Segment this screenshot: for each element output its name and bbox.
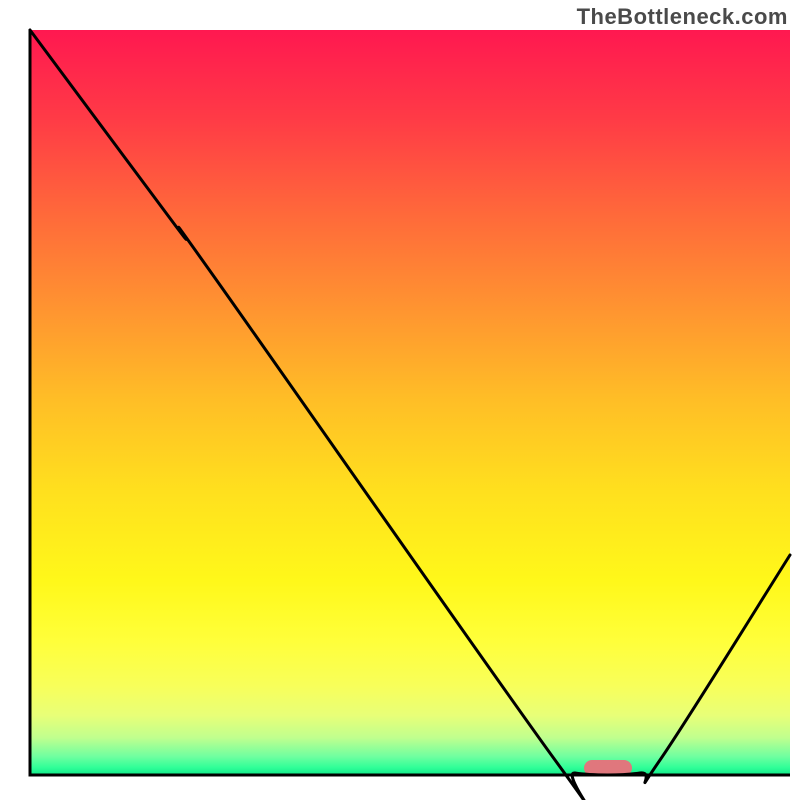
- bottleneck-chart: TheBottleneck.com: [0, 0, 800, 800]
- gradient-background: [30, 30, 790, 775]
- chart-svg: [0, 0, 800, 800]
- watermark-text: TheBottleneck.com: [577, 4, 788, 30]
